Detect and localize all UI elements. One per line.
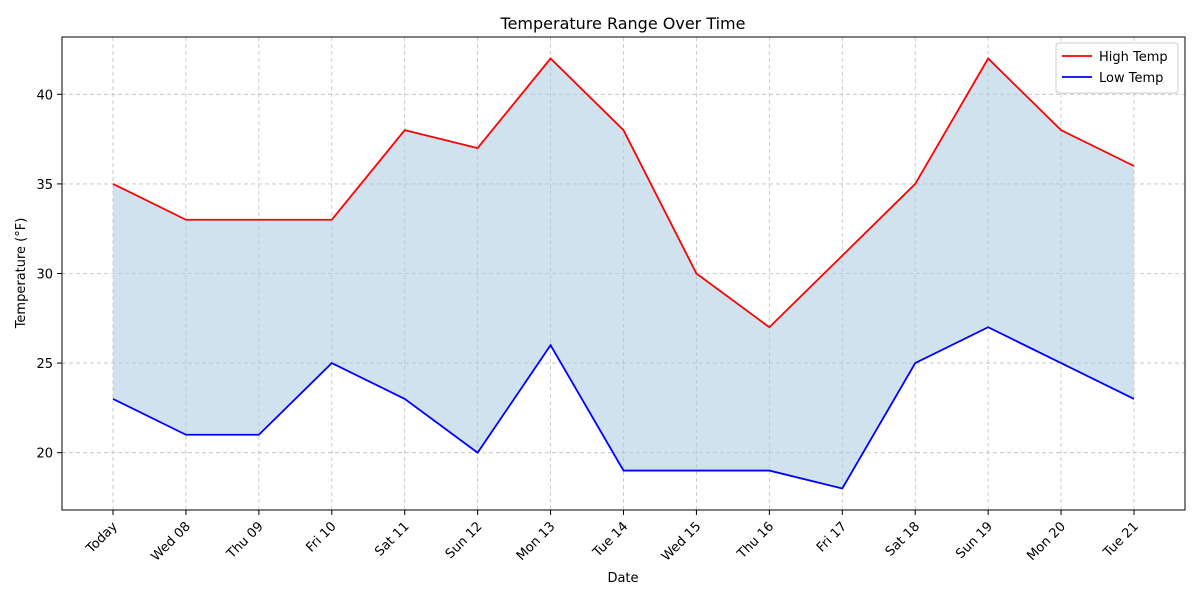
legend: High Temp Low Temp [1055,42,1179,94]
legend-label-low-temp: Low Temp [1099,71,1163,86]
x-tick-label: Thu 09 [223,519,266,562]
x-tick-label: Tue 14 [590,519,632,561]
series-lines [112,57,1135,490]
x-tick-label: Mon 13 [514,519,559,564]
chart-title: Temperature Range Over Time [500,14,746,33]
x-tick-label: Wed 15 [659,519,704,564]
x-tick-label: Wed 08 [148,519,193,564]
y-tick-label: 25 [36,357,53,372]
x-axis: Today Wed 08 Thu 09 Fri 10 Sat 11 Sun 12 Mon 1… [83,510,1142,564]
y-tick-label: 30 [36,268,53,283]
y-axis: 20 25 30 35 40 [36,88,62,462]
y-tick-label: 35 [36,178,53,193]
x-tick-label: Sat 11 [372,519,412,559]
x-tick-label: Sun 19 [953,519,996,562]
x-tick-label: Today [83,519,121,557]
x-tick-label: Sun 12 [443,519,486,562]
x-tick-label: Thu 16 [734,519,777,562]
x-tick-label: Fri 17 [814,519,850,555]
x-tick-label: Fri 10 [303,519,339,555]
x-tick-label: Mon 20 [1024,519,1069,564]
y-tick-label: 40 [36,88,53,103]
y-tick-label: 20 [36,447,53,462]
x-tick-label: Tue 21 [1100,519,1142,561]
y-axis-label: Temperature (°F) [14,218,29,330]
x-axis-label: Date [607,571,638,586]
legend-label-high-temp: High Temp [1099,50,1168,65]
x-tick-label: Sat 18 [883,519,923,559]
